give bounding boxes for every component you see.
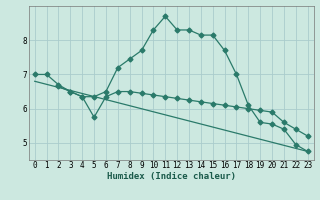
- X-axis label: Humidex (Indice chaleur): Humidex (Indice chaleur): [107, 172, 236, 181]
